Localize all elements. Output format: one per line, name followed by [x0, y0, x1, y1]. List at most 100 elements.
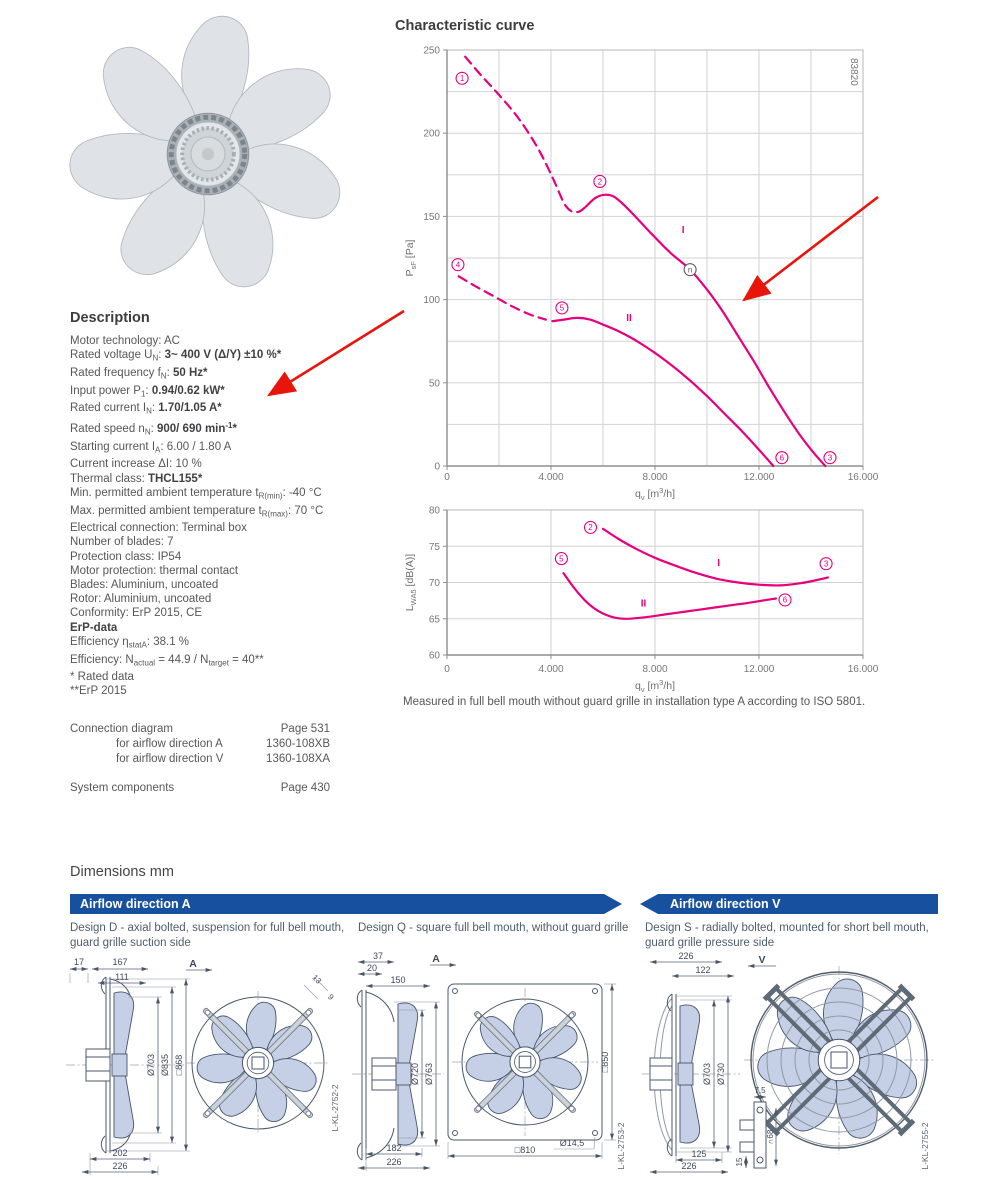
connection-row-label: Connection diagram [70, 723, 173, 735]
svg-text:6: 6 [783, 596, 788, 605]
svg-text:qv [m3/h]: qv [m3/h] [635, 486, 675, 502]
svg-text:0: 0 [444, 664, 450, 675]
connection-row: for airflow direction V 1360-108XA [70, 752, 330, 767]
description-line: Min. permitted ambient temperature tR(mi… [70, 486, 322, 501]
description-line: Rated frequency fN: 50 Hz* [70, 366, 208, 381]
description-line: Rated current IN: 1.70/1.05 A* [70, 402, 222, 416]
svg-text:0: 0 [444, 472, 450, 483]
connection-row-value: 1360-108XB [266, 738, 330, 750]
svg-text:7,5: 7,5 [754, 1086, 766, 1095]
svg-text:167: 167 [112, 957, 127, 967]
connection-row-value: Page 531 [280, 723, 330, 735]
design-d-diagonal-dims: 13 9 [303, 973, 336, 1002]
connection-row-value: 1360-108XA [266, 753, 330, 765]
impeller-blades [69, 15, 341, 288]
description-line: Protection class: IP54 [70, 550, 182, 563]
design-d-dimensions: 17 167 111 Ø703 Ø835 □868 202 226 [69, 957, 190, 1175]
svg-text:65: 65 [429, 614, 441, 625]
svg-text:4: 4 [456, 260, 461, 269]
svg-text:Ø835: Ø835 [160, 1054, 170, 1076]
description-line: Thermal class: THCL155* [70, 472, 203, 485]
view-direction-v-label: V [758, 954, 765, 966]
connection-row-value: Page 430 [280, 782, 330, 794]
view-direction-a-label: A [189, 958, 197, 970]
connection-row: Connection diagram Page 531 [70, 722, 330, 737]
svg-text:75: 75 [429, 542, 441, 553]
description-line: Electrical connection: Terminal box [70, 522, 247, 535]
svg-text:0: 0 [434, 462, 440, 473]
description-line: ErP-data [70, 621, 118, 634]
svg-text:13: 13 [310, 973, 323, 986]
design-q-side-view [352, 989, 444, 1161]
design-s-dimensions: 226 122 Ø703 Ø730 125 226 [650, 951, 734, 1174]
design-d-side-view [66, 976, 184, 1154]
description-line: Blades: Aluminium, uncoated [70, 579, 219, 592]
connection-references: Connection diagram Page 531 for airflow di… [70, 722, 330, 796]
svg-text:2: 2 [598, 177, 603, 186]
design-d-drawing: 17 167 111 Ø703 Ø835 □868 202 226 A 13 9… [66, 957, 340, 1175]
banner-airflow-a-label: Airflow direction A [80, 897, 191, 911]
svg-text:Ø720: Ø720 [410, 1063, 420, 1085]
svg-text:202: 202 [112, 1148, 127, 1158]
svg-text:3: 3 [828, 453, 833, 462]
svg-text:226: 226 [112, 1161, 127, 1171]
banner-airflow-v: Airflow direction V [640, 894, 938, 914]
description-line: Rated speed nN: 900/ 690 min-1* [70, 421, 237, 437]
drawing-code-d: L-KL-2752-2 [330, 1084, 340, 1132]
design-q-drawing: 37 20 150 Ø720 Ø763 182 226 □850 □810 Ø1… [352, 951, 626, 1171]
pressure-flow-chart: 0 50 100 150 200 250 0 4.000 8.000 12.000 16.000 qv… [404, 46, 879, 503]
svg-text:182: 182 [386, 1143, 401, 1153]
svg-text:20: 20 [367, 963, 377, 973]
dimensions-title: Dimensions mm [70, 864, 174, 880]
svg-text:9: 9 [326, 992, 336, 1002]
svg-text:Ø763: Ø763 [424, 1063, 434, 1085]
design-d-front-view [186, 991, 330, 1135]
curve-label-I: I [682, 225, 685, 236]
design-q-plate-dims: □850 □810 Ø14,5 [447, 983, 616, 1159]
curve-II-unstable-dashed [457, 275, 547, 321]
svg-text:1: 1 [460, 74, 465, 83]
svg-text:Ø703: Ø703 [702, 1063, 712, 1085]
svg-text:PsF [Pa]: PsF [Pa] [404, 239, 418, 276]
svg-text:4.000: 4.000 [538, 664, 563, 675]
product-photo-impeller [69, 15, 341, 288]
drawing-code-s: L-KL-2755-2 [920, 1122, 930, 1170]
svg-text:□810: □810 [515, 1145, 535, 1155]
svg-text:125: 125 [691, 1149, 706, 1159]
svg-text:∩68: ∩68 [766, 1129, 775, 1144]
svg-text:150: 150 [423, 212, 440, 223]
description-line: Conformity: ErP 2015, CE [70, 607, 203, 620]
svg-text:70: 70 [429, 578, 441, 589]
drawing-code-q: L-KL-2753-2 [616, 1122, 626, 1170]
design-s-caption: Design S - radially bolted, mounted for … [645, 922, 929, 949]
svg-text:8.000: 8.000 [642, 472, 667, 483]
svg-text:226: 226 [386, 1157, 401, 1167]
description-heading: Description [70, 310, 150, 326]
svg-text:16.000: 16.000 [848, 664, 879, 675]
design-s-side-view [642, 993, 740, 1157]
description-line: Current increase ΔI: 10 % [70, 458, 202, 471]
design-q-caption: Design Q - square full bell mouth, witho… [358, 922, 629, 934]
svg-text:qv [m3/h]: qv [m3/h] [635, 678, 675, 693]
description-line: Efficiency ηstatA: 38.1 % [70, 635, 190, 650]
design-s-bracket-detail: 7,5 ∩68 15 [735, 1086, 778, 1169]
svg-text:12.000: 12.000 [744, 664, 775, 675]
description-line: Number of blades: 7 [70, 536, 174, 549]
svg-text:5: 5 [559, 554, 564, 563]
svg-text:2: 2 [588, 523, 593, 532]
svg-text:4.000: 4.000 [538, 472, 563, 483]
connection-row-label: System components [70, 782, 175, 794]
svg-text:250: 250 [423, 46, 440, 57]
description-line: * Rated data [70, 671, 134, 684]
svg-text:111: 111 [115, 972, 129, 982]
description-line: Motor protection: thermal contact [70, 564, 239, 577]
svg-text:5: 5 [560, 304, 565, 313]
connection-row: System components Page 430 [70, 781, 330, 796]
svg-text:100: 100 [423, 295, 440, 306]
svg-text:8.000: 8.000 [642, 664, 667, 675]
description-lines: Motor technology: AC Rated voltage UN: 3~… [70, 334, 400, 699]
svg-text:226: 226 [681, 1161, 696, 1171]
design-q-front-view [447, 983, 603, 1141]
